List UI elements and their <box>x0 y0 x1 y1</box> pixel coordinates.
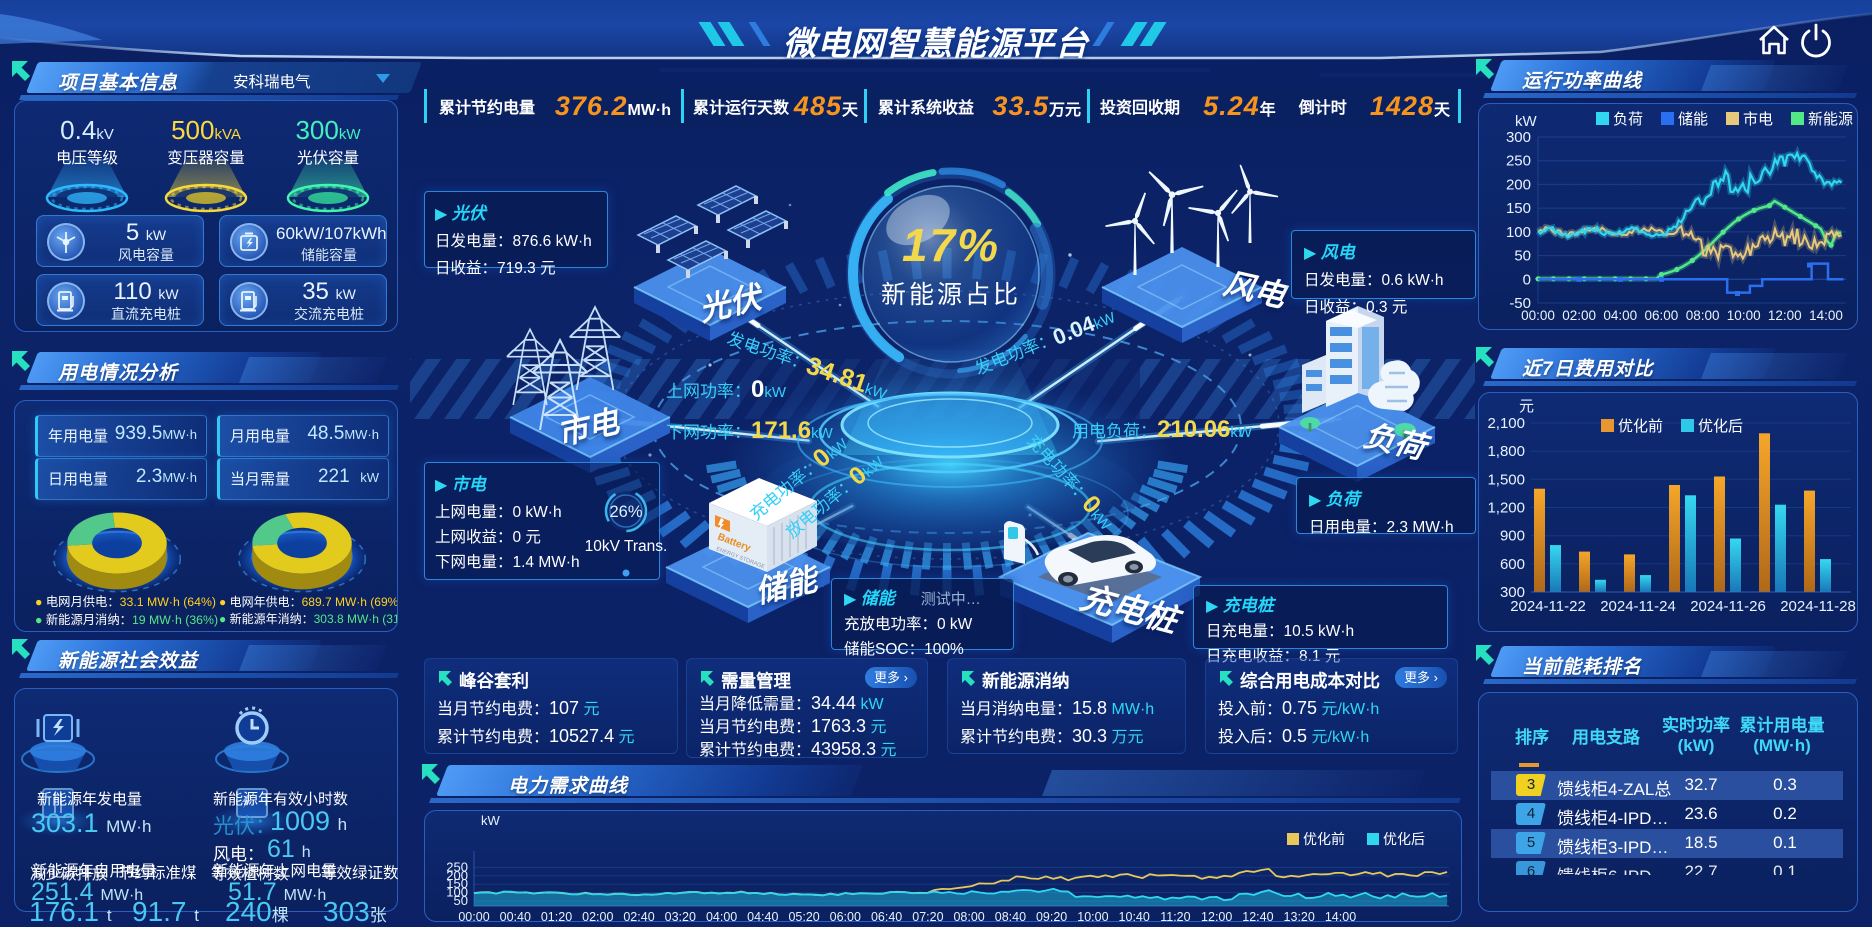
svg-text:150: 150 <box>446 876 468 891</box>
svg-text:200: 200 <box>1506 176 1531 193</box>
svg-text:03:20: 03:20 <box>665 910 696 923</box>
svg-text:06:00: 06:00 <box>1645 308 1679 323</box>
svg-text:优化前: 优化前 <box>1303 831 1345 847</box>
svg-text:12:00: 12:00 <box>1768 308 1802 323</box>
svg-text:元: 元 <box>1519 398 1534 415</box>
svg-text:新能源占比: 新能源占比 <box>881 281 1021 309</box>
svg-text:12:00: 12:00 <box>1201 910 1232 923</box>
svg-text:10:00: 10:00 <box>1727 308 1761 323</box>
svg-text:50: 50 <box>454 893 468 908</box>
svg-text:17%: 17% <box>902 219 1000 271</box>
svg-text:14:00: 14:00 <box>1809 308 1843 323</box>
svg-text:10:40: 10:40 <box>1119 910 1150 923</box>
svg-text:02:40: 02:40 <box>623 910 654 923</box>
svg-text:新能源: 新能源 <box>1808 111 1853 128</box>
svg-text:600: 600 <box>1500 556 1525 573</box>
svg-text:250: 250 <box>446 859 468 874</box>
svg-text:04:00: 04:00 <box>1603 308 1637 323</box>
svg-text:900: 900 <box>1500 528 1525 545</box>
svg-text:09:20: 09:20 <box>1036 910 1067 923</box>
svg-text:10kV Trans.: 10kV Trans. <box>585 538 668 555</box>
svg-text:优化后: 优化后 <box>1698 418 1743 435</box>
svg-text:下网功率：171.6kW: 下网功率：171.6kW <box>666 417 834 444</box>
svg-text:1,200: 1,200 <box>1487 500 1525 517</box>
svg-text:市电: 市电 <box>1743 111 1773 128</box>
svg-text:kW: kW <box>1515 113 1538 130</box>
svg-text:13:20: 13:20 <box>1284 910 1315 923</box>
svg-text:04:40: 04:40 <box>747 910 778 923</box>
svg-text:10:00: 10:00 <box>1077 910 1108 923</box>
svg-text:100: 100 <box>1506 224 1531 241</box>
svg-text:1,500: 1,500 <box>1487 471 1525 488</box>
svg-text:300: 300 <box>1500 584 1525 601</box>
svg-text:00:00: 00:00 <box>1521 308 1555 323</box>
svg-text:2024-11-28: 2024-11-28 <box>1780 598 1856 615</box>
svg-text:2024-11-24: 2024-11-24 <box>1600 598 1676 615</box>
svg-text:00:00: 00:00 <box>458 910 489 923</box>
svg-text:02:00: 02:00 <box>1562 308 1596 323</box>
svg-text:26%: 26% <box>609 503 642 521</box>
svg-text:07:20: 07:20 <box>912 910 943 923</box>
svg-text:2024-11-26: 2024-11-26 <box>1690 598 1766 615</box>
svg-text:优化前: 优化前 <box>1618 418 1663 435</box>
svg-text:11:20: 11:20 <box>1160 910 1190 923</box>
svg-text:50: 50 <box>1514 248 1531 265</box>
svg-text:-50: -50 <box>1509 295 1531 312</box>
svg-text:04:00: 04:00 <box>706 910 737 923</box>
svg-text:200: 200 <box>446 868 468 883</box>
svg-text:00:40: 00:40 <box>500 910 531 923</box>
svg-text:300: 300 <box>1506 129 1531 146</box>
svg-text:08:40: 08:40 <box>995 910 1026 923</box>
svg-text:优化后: 优化后 <box>1383 831 1425 847</box>
svg-text:01:20: 01:20 <box>541 910 572 923</box>
svg-text:250: 250 <box>1506 153 1531 170</box>
svg-text:负荷: 负荷 <box>1613 111 1643 128</box>
svg-text:1,800: 1,800 <box>1487 443 1525 460</box>
svg-text:100: 100 <box>446 885 468 900</box>
svg-text:06:00: 06:00 <box>830 910 861 923</box>
svg-text:2024-11-22: 2024-11-22 <box>1510 598 1586 615</box>
svg-text:08:00: 08:00 <box>953 910 984 923</box>
svg-text:12:40: 12:40 <box>1242 910 1273 923</box>
svg-text:0: 0 <box>1523 271 1531 288</box>
svg-text:储能: 储能 <box>1678 111 1708 128</box>
svg-text:06:40: 06:40 <box>871 910 902 923</box>
svg-text:05:20: 05:20 <box>788 910 819 923</box>
svg-text:08:00: 08:00 <box>1686 308 1720 323</box>
svg-text:150: 150 <box>1506 200 1531 217</box>
svg-text:02:00: 02:00 <box>582 910 613 923</box>
svg-text:2,100: 2,100 <box>1487 415 1525 432</box>
svg-text:kW: kW <box>481 813 501 828</box>
svg-text:14:00: 14:00 <box>1325 910 1356 923</box>
